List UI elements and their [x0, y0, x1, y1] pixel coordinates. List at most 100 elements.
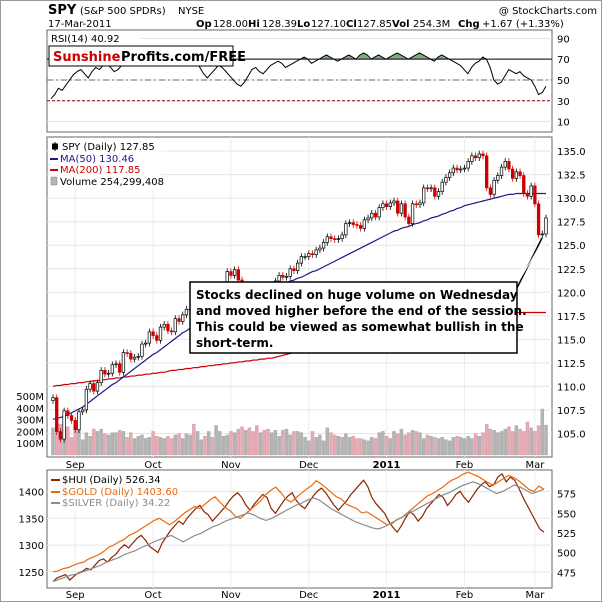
- candle-body: [407, 216, 411, 224]
- volume-bar: [355, 438, 359, 456]
- volume-bar: [440, 437, 444, 456]
- candle-body: [481, 153, 485, 157]
- volume-bar: [110, 432, 115, 456]
- annotation-box: [189, 281, 518, 354]
- candle-body: [522, 175, 526, 194]
- legend-gold: $GOLD (Daily) 1403.60: [62, 487, 178, 498]
- rsi-tick-label: 10: [557, 118, 570, 129]
- candle-body: [62, 410, 66, 440]
- watermark-red: Sunshine: [53, 50, 121, 65]
- volume-bar: [499, 431, 504, 456]
- candle-body: [388, 202, 392, 207]
- volume-bar: [421, 438, 426, 456]
- volume-bar: [169, 438, 174, 456]
- candle-body: [299, 256, 304, 264]
- candle-body: [84, 388, 89, 411]
- volume-bar: [225, 434, 229, 456]
- legend-ma200: MA(200) 117.85: [60, 165, 141, 176]
- candle-body: [540, 233, 544, 236]
- volume-bar: [181, 438, 185, 456]
- candle-body: [377, 207, 381, 218]
- candle-body: [347, 222, 352, 224]
- volume-bar: [396, 433, 400, 456]
- candle-body: [281, 275, 285, 278]
- candle-body: [232, 269, 237, 276]
- price-tick-label: 120.0: [557, 288, 586, 299]
- volume-bar: [221, 435, 226, 456]
- volume-bar: [370, 437, 374, 456]
- silver-line: [52, 481, 545, 583]
- volume-bar: [99, 428, 103, 456]
- month-label: Mar: [525, 460, 545, 471]
- volume-bar: [425, 434, 430, 456]
- annotation-line-2: and moved higher before the end of the s…: [196, 304, 527, 318]
- metals-left-tick: 1300: [19, 541, 44, 552]
- high-value: 128.39: [262, 19, 297, 30]
- volume-bar: [218, 431, 222, 456]
- candle-body: [544, 217, 548, 235]
- volume-bar: [195, 431, 200, 456]
- candle-body: [533, 185, 537, 205]
- candle-body: [58, 431, 63, 440]
- volume-bar: [199, 439, 203, 456]
- annotation-line-3: This could be viewed as somewhat bullish…: [196, 320, 524, 334]
- volume-bar: [288, 434, 292, 456]
- candle-body: [106, 372, 111, 375]
- candle-body: [147, 331, 152, 344]
- volume-bar: [232, 432, 237, 456]
- legend-volume: Volume 254,299,408: [60, 177, 164, 188]
- candle-body: [121, 352, 126, 373]
- high-label: Hi: [248, 19, 260, 30]
- volume-bar: [266, 428, 270, 456]
- candle-body: [307, 253, 311, 257]
- volume-bar: [503, 428, 507, 456]
- volume-bar: [477, 435, 481, 456]
- volume-bar: [455, 435, 459, 456]
- candle-body: [325, 236, 329, 243]
- month-label: Oct: [144, 590, 161, 601]
- candle-body: [321, 242, 326, 249]
- volume-bar: [536, 425, 541, 456]
- candle-body: [518, 171, 522, 176]
- candle-body: [292, 268, 296, 271]
- volume-bar: [373, 438, 378, 456]
- candle-body: [396, 200, 400, 214]
- month-label: Dec: [299, 460, 318, 471]
- volume-label: Vol: [392, 19, 410, 30]
- candle-body: [466, 161, 470, 169]
- volume-tick-label: 200M: [16, 427, 44, 438]
- month-label: Feb: [456, 590, 474, 601]
- month-label: Mar: [525, 590, 545, 601]
- volume-bars: [51, 408, 548, 456]
- volume-bar: [210, 437, 215, 456]
- candle-body: [318, 247, 322, 251]
- month-label: 2011: [373, 460, 401, 471]
- volume-bar: [351, 435, 355, 456]
- candle-body: [169, 330, 174, 333]
- candle-body: [425, 187, 430, 190]
- volume-bar: [347, 437, 352, 456]
- candle-body: [284, 275, 289, 278]
- metals-lines: [52, 471, 545, 583]
- rsi-panel: 90 70 50 30 10 RSI(14) 40.92 Sunshine Profit…: [46, 29, 570, 133]
- volume-bar: [229, 431, 233, 456]
- volume-bar: [518, 428, 522, 456]
- rsi-tick-label: 90: [557, 34, 570, 45]
- volume-bar: [118, 430, 122, 456]
- candle-body: [144, 342, 148, 345]
- volume-bar: [544, 424, 548, 456]
- volume-bar: [403, 434, 407, 456]
- watermark-box: [48, 45, 234, 67]
- close-label: Cl: [346, 19, 357, 30]
- volume-tick-label: 500M: [16, 392, 44, 403]
- volume-bar: [158, 437, 163, 456]
- callout-arrow-lead: [516, 243, 542, 285]
- volume-bar: [336, 435, 341, 456]
- volume-bar: [92, 428, 96, 456]
- change-value: +1.67 (+1.33%): [482, 19, 564, 30]
- month-label: Dec: [299, 590, 318, 601]
- volume-bar: [462, 438, 467, 456]
- price-x-labels: Sep Oct Nov Dec 2011 Feb Mar: [66, 460, 545, 471]
- volume-bar: [88, 435, 92, 456]
- metals-x-labels: Sep Oct Nov Dec 2011 Feb Mar: [66, 590, 545, 601]
